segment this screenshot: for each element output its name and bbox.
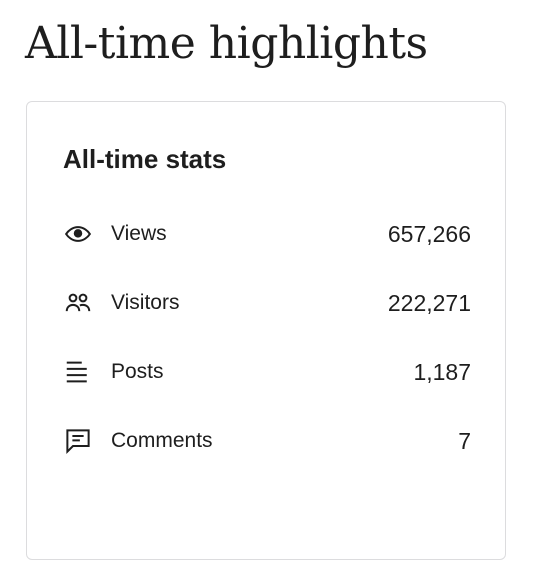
stat-value: 1,187 <box>413 358 471 385</box>
stat-value: 657,266 <box>387 220 471 247</box>
page-title: All-time highlights <box>25 18 428 69</box>
posts-lines-icon <box>63 356 95 388</box>
comment-icon <box>63 425 95 457</box>
card-title: All-time stats <box>63 144 227 174</box>
stat-label: Visitors <box>111 291 180 314</box>
all-time-stats-card: All-time stats Views 657,266 Visitors 22… <box>26 101 506 560</box>
stat-row-visitors: Visitors 222,271 <box>63 285 471 321</box>
stat-row-posts: Posts 1,187 <box>63 354 471 390</box>
stat-row-views: Views 657,266 <box>63 216 471 252</box>
stat-row-comments: Comments 7 <box>63 423 471 459</box>
people-icon <box>63 287 95 319</box>
stat-value: 7 <box>458 427 471 454</box>
stat-label: Comments <box>111 429 213 452</box>
stat-label: Views <box>111 222 167 245</box>
stat-value: 222,271 <box>387 289 471 316</box>
stat-label: Posts <box>111 360 164 383</box>
eye-icon <box>63 218 95 250</box>
